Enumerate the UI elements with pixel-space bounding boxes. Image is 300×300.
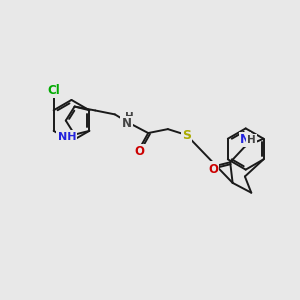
Text: H: H: [125, 112, 134, 122]
Text: O: O: [208, 163, 218, 176]
Text: N: N: [122, 117, 132, 130]
Text: N: N: [240, 133, 250, 146]
Text: NH: NH: [58, 131, 76, 142]
Text: S: S: [182, 130, 191, 142]
Text: Cl: Cl: [47, 84, 60, 97]
Text: O: O: [134, 145, 144, 158]
Text: H: H: [247, 135, 256, 145]
